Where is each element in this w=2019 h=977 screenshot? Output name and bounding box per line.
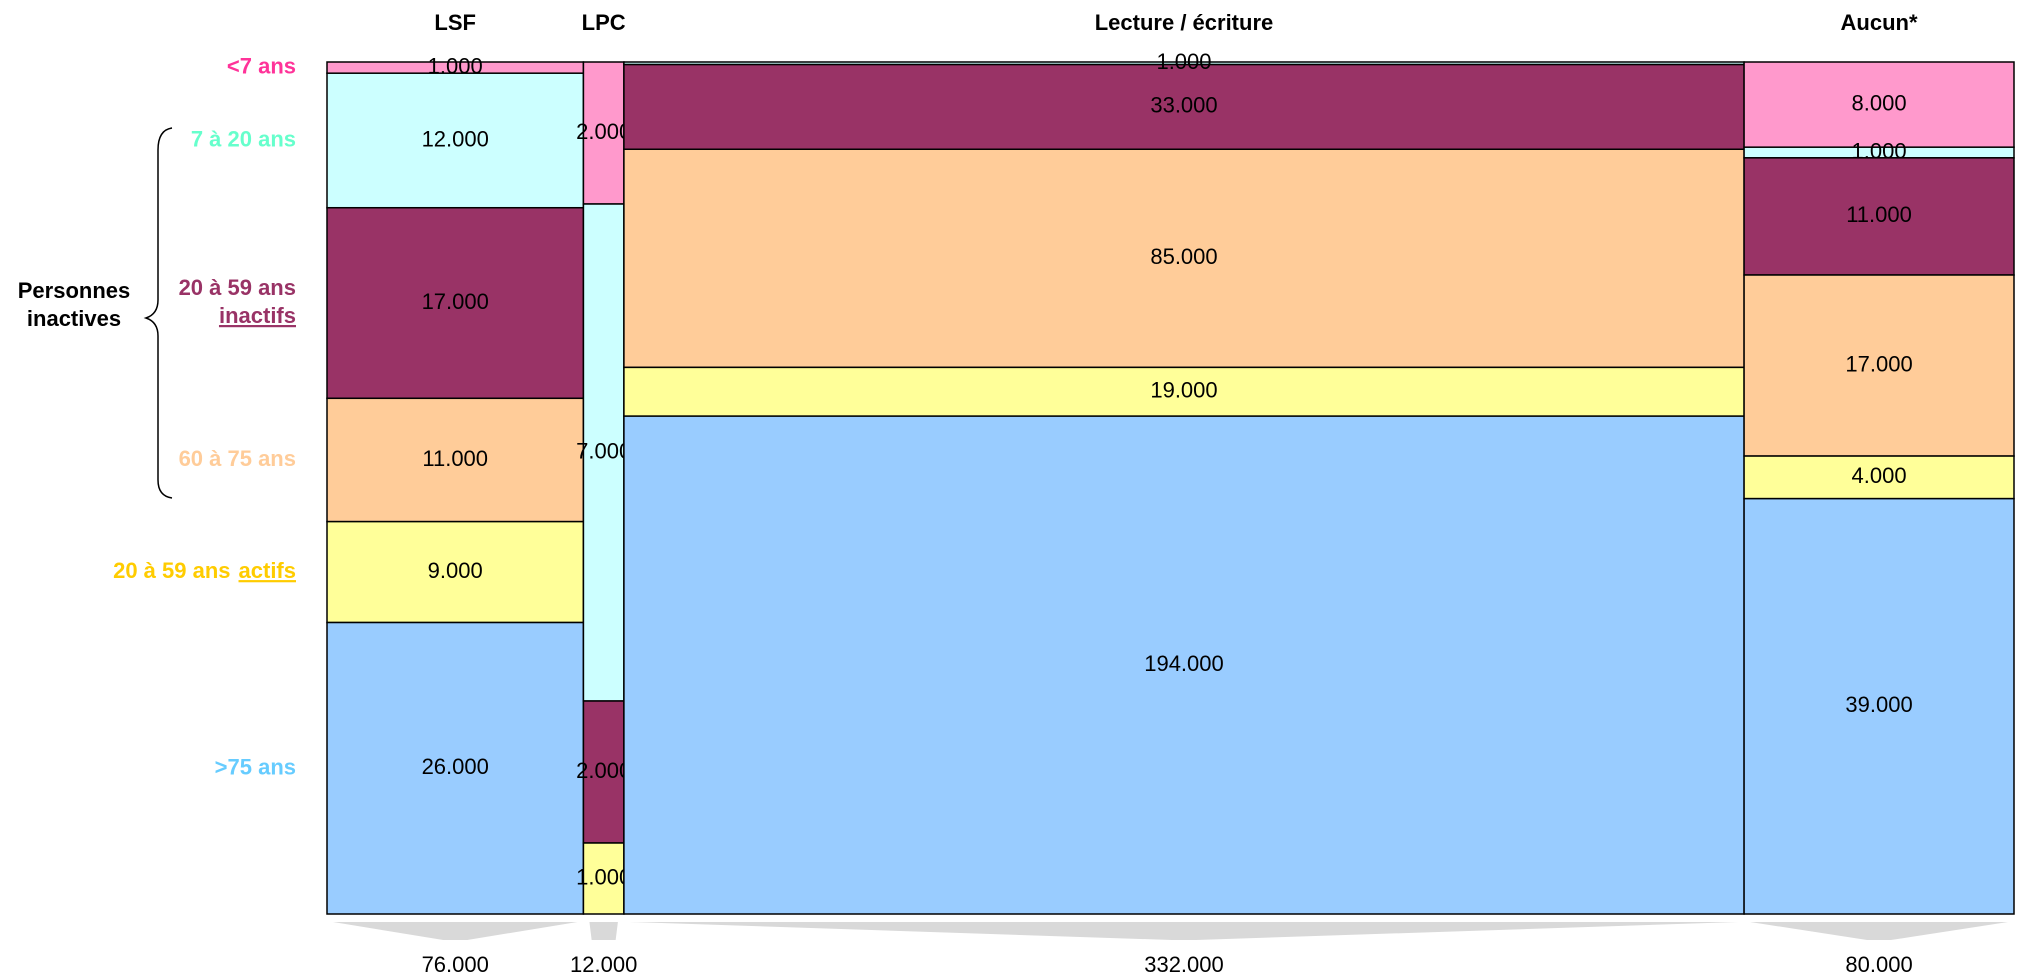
legend-name: >75 ans [215, 754, 296, 779]
legend-label: 20 à 59 ans inactifs [179, 275, 296, 328]
value-label: 85.000 [1150, 244, 1217, 269]
value-label: 19.000 [1150, 378, 1217, 403]
segment [623, 148, 1745, 369]
value-label: 17.000 [422, 289, 489, 314]
total-bracket [333, 922, 578, 940]
segment [1743, 455, 2015, 500]
legend-name: 60 à 75 ans [179, 446, 296, 471]
column-header: Aucun* [1841, 10, 1918, 35]
value-label: 2.000 [576, 119, 631, 144]
value-label: 4.000 [1852, 463, 1907, 488]
total-label: 80.000 [1845, 952, 1912, 977]
value-label: 1.000 [576, 864, 631, 889]
legend-label: 7 à 20 ans [191, 126, 296, 151]
segment [582, 203, 625, 702]
legend-name: 7 à 20 ans [191, 126, 296, 151]
value-label: 8.000 [1852, 90, 1907, 115]
value-label: 33.000 [1150, 93, 1217, 118]
value-label: 26.000 [422, 754, 489, 779]
legend-label: 20 à 59 ans actifs [113, 558, 296, 583]
total-label: 76.000 [422, 952, 489, 977]
total-label: 332.000 [1144, 952, 1224, 977]
segment [1743, 497, 2015, 915]
legend-name: 20 à 59 ans [113, 558, 230, 583]
segment [1743, 61, 2015, 148]
segment [623, 415, 1745, 915]
segment [582, 61, 625, 205]
total-bracket [589, 922, 618, 940]
legend-label: >75 ans [215, 754, 296, 779]
legend-name: <7 ans [227, 53, 296, 78]
total-bracket [1750, 922, 2008, 940]
brace [143, 127, 173, 499]
legend-label: 60 à 75 ans [179, 446, 296, 471]
value-label: 7.000 [576, 438, 631, 463]
column-header: LSF [434, 10, 476, 35]
value-label: 1.000 [1852, 138, 1907, 163]
value-label: 9.000 [428, 558, 483, 583]
value-label: 11.000 [1846, 202, 1912, 227]
value-label: 1.000 [428, 53, 483, 78]
annotation: inactives [27, 306, 121, 331]
column-header: Lecture / écriture [1095, 10, 1274, 35]
legend-label: <7 ans [227, 53, 296, 78]
total-label: 12.000 [570, 952, 637, 977]
segment [623, 366, 1745, 417]
segment [1743, 157, 2015, 276]
total-bracket [629, 922, 1739, 940]
legend-emphasis: inactifs [219, 303, 296, 328]
value-label: 194.000 [1144, 651, 1224, 676]
segment [326, 621, 585, 915]
value-label: 2.000 [576, 758, 631, 783]
value-label: 39.000 [1845, 692, 1912, 717]
legend-emphasis: actifs [239, 558, 296, 583]
legend-name: 20 à 59 ans [179, 275, 296, 300]
column-header: LPC [582, 10, 626, 35]
value-label: 11.000 [422, 446, 488, 471]
segment [1743, 274, 2015, 457]
value-label: 1.000 [1156, 49, 1211, 74]
segment [623, 63, 1745, 151]
value-label: 17.000 [1845, 351, 1912, 376]
segment [582, 842, 625, 915]
segment [582, 700, 625, 844]
value-label: 12.000 [422, 126, 489, 151]
annotation: Personnes [18, 278, 131, 303]
